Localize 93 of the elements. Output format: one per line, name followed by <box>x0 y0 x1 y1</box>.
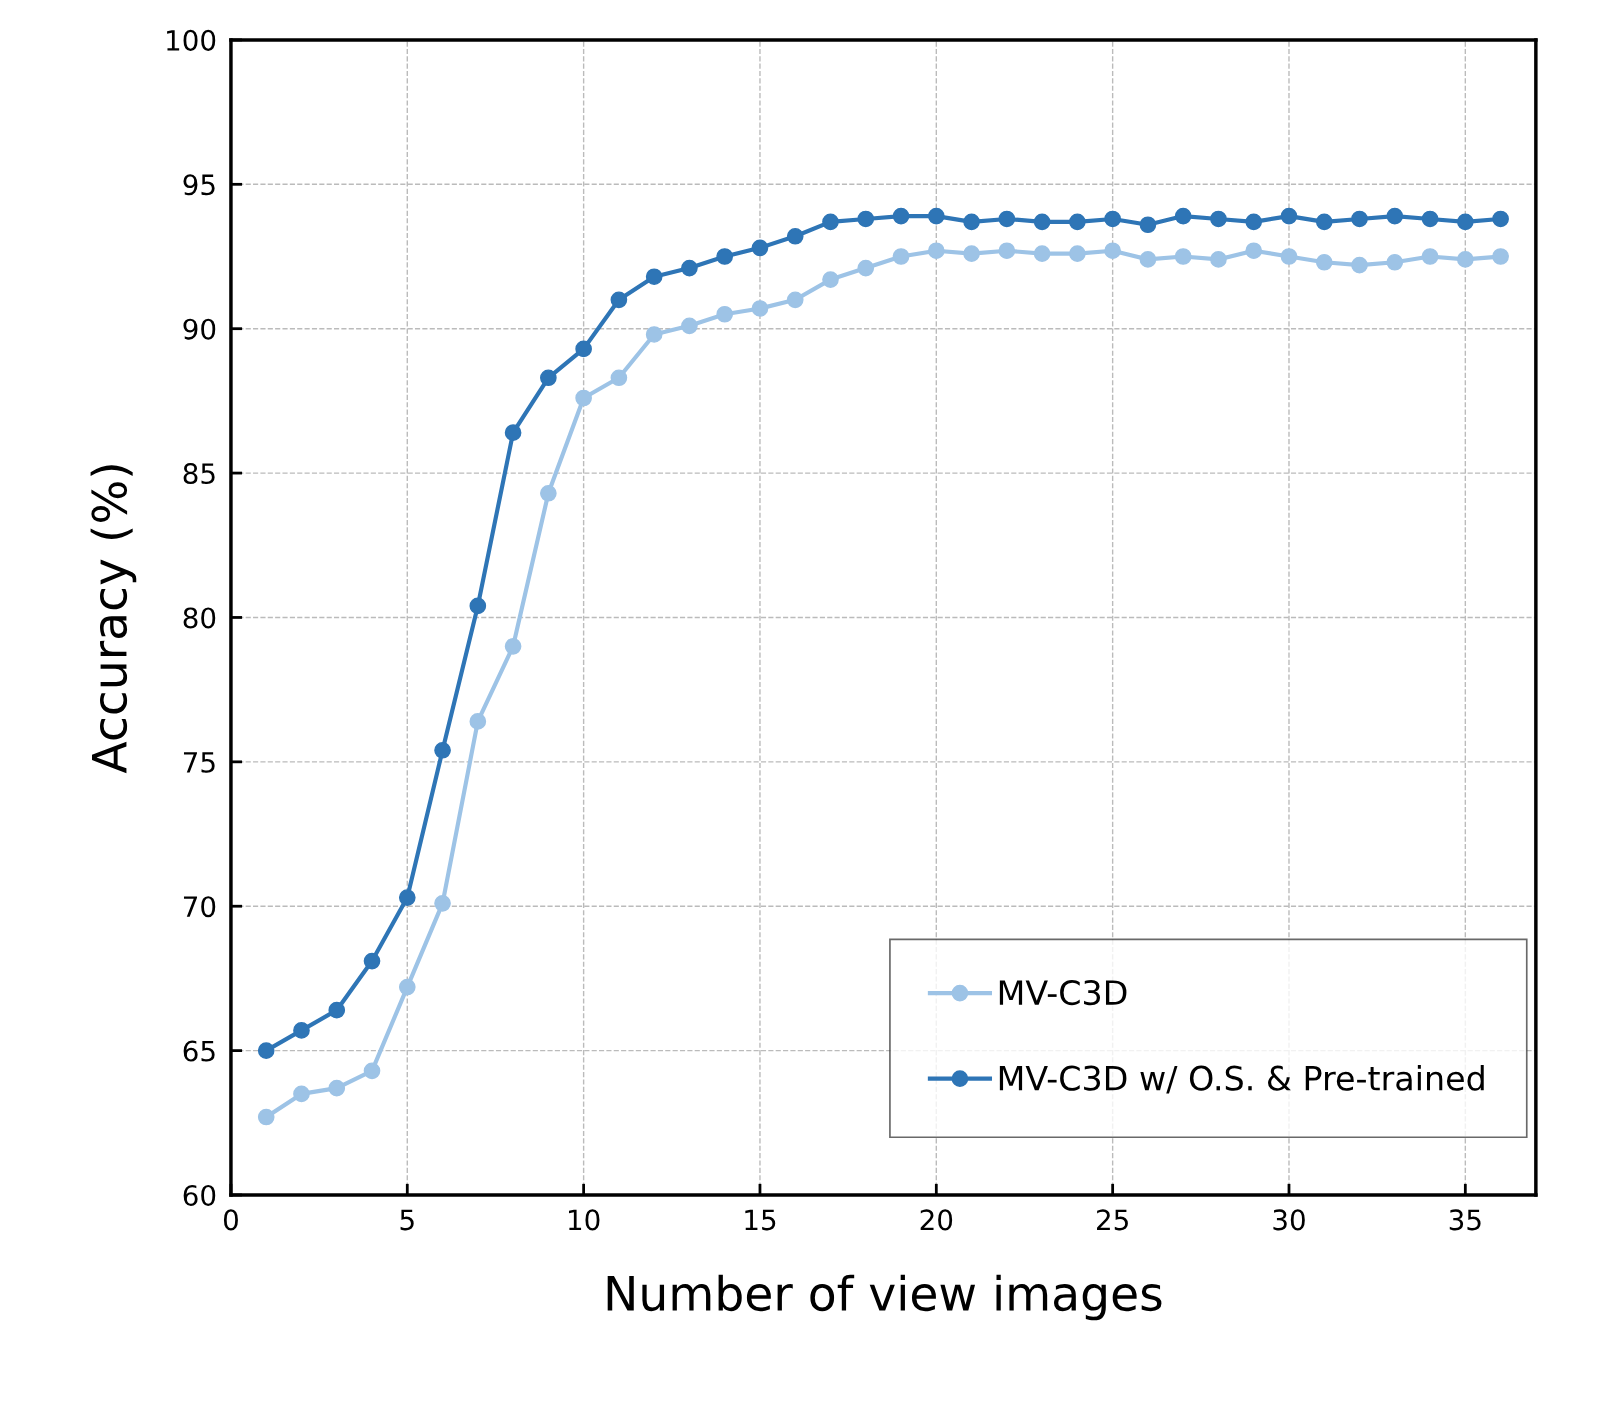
x-tick-label: 15 <box>745 1209 776 1231</box>
point <box>363 952 381 970</box>
legend-label: MV-C3D <box>999 979 1127 1006</box>
x-tick-label: 0 <box>223 1209 238 1231</box>
point <box>1033 245 1051 262</box>
point <box>751 239 769 257</box>
point <box>822 213 839 231</box>
point <box>963 245 980 262</box>
point <box>1456 251 1474 268</box>
point <box>363 1062 381 1080</box>
point <box>575 340 592 358</box>
point <box>1315 253 1333 271</box>
point <box>1139 251 1157 268</box>
point <box>1210 251 1227 268</box>
point <box>540 369 557 387</box>
point <box>1280 248 1298 265</box>
point <box>927 207 945 225</box>
legend-label: MV-C3D w/ O.S. & Pre-trained <box>999 1064 1484 1094</box>
point <box>293 1022 310 1039</box>
y-tick-label: 100 <box>167 29 216 51</box>
point <box>398 978 416 996</box>
point <box>1351 256 1368 274</box>
point <box>1245 213 1263 231</box>
point <box>1210 210 1227 228</box>
point <box>1386 253 1404 271</box>
x-tick-label: 35 <box>1449 1209 1481 1231</box>
point <box>293 1085 310 1103</box>
point <box>1492 248 1509 265</box>
point <box>998 210 1016 228</box>
point <box>1104 210 1121 228</box>
y-tick-label: 90 <box>183 318 216 340</box>
y-tick-label: 70 <box>183 896 216 918</box>
point <box>398 889 416 906</box>
point <box>716 305 734 323</box>
point <box>1456 213 1474 231</box>
y-tick-label: 65 <box>183 1040 215 1062</box>
x-tick-label: 20 <box>920 1209 953 1231</box>
point <box>645 326 663 343</box>
point <box>681 317 698 335</box>
point <box>610 291 628 309</box>
point <box>1139 216 1157 234</box>
point <box>1421 248 1439 265</box>
point <box>1351 210 1368 228</box>
point <box>927 242 945 260</box>
x-tick-label: 10 <box>569 1209 600 1231</box>
point <box>504 424 522 441</box>
point <box>892 248 910 265</box>
y-axis-title: Accuracy (%) <box>90 465 137 774</box>
point <box>857 210 875 228</box>
point <box>786 291 804 309</box>
point <box>328 1079 346 1097</box>
point <box>1104 242 1121 260</box>
y-tick-label: 85 <box>183 463 215 485</box>
point <box>469 597 487 615</box>
y-tick-label: 75 <box>183 752 215 773</box>
y-tick-label: 60 <box>183 1184 216 1206</box>
point <box>504 638 522 655</box>
point <box>1069 245 1086 262</box>
point <box>469 713 487 730</box>
x-tick-label: 25 <box>1097 1209 1128 1231</box>
point <box>645 268 663 286</box>
point <box>1174 248 1192 265</box>
point <box>1492 210 1509 228</box>
point <box>892 207 910 225</box>
point <box>963 213 980 231</box>
point <box>434 895 451 912</box>
point <box>328 1001 346 1019</box>
point <box>575 389 592 407</box>
y-tick-label: 80 <box>183 607 216 629</box>
point <box>610 369 628 387</box>
point <box>1386 207 1404 225</box>
point <box>434 741 451 759</box>
point <box>822 271 839 288</box>
point <box>751 300 769 317</box>
point <box>1421 210 1439 228</box>
point <box>998 242 1016 260</box>
point <box>257 1042 275 1059</box>
point <box>1033 213 1051 231</box>
x-axis-title: Number of view images <box>607 1274 1162 1321</box>
point <box>786 227 804 245</box>
point <box>540 484 557 502</box>
point <box>1245 242 1263 260</box>
point <box>681 259 698 277</box>
x-tick-label: 5 <box>400 1209 414 1231</box>
point <box>716 248 734 265</box>
point <box>1280 207 1298 225</box>
point <box>1174 207 1192 225</box>
y-tick-label: 95 <box>183 174 215 196</box>
x-tick-label: 30 <box>1273 1209 1305 1231</box>
point <box>857 259 875 277</box>
point <box>1315 213 1333 231</box>
point <box>1069 213 1086 231</box>
point <box>257 1108 275 1126</box>
